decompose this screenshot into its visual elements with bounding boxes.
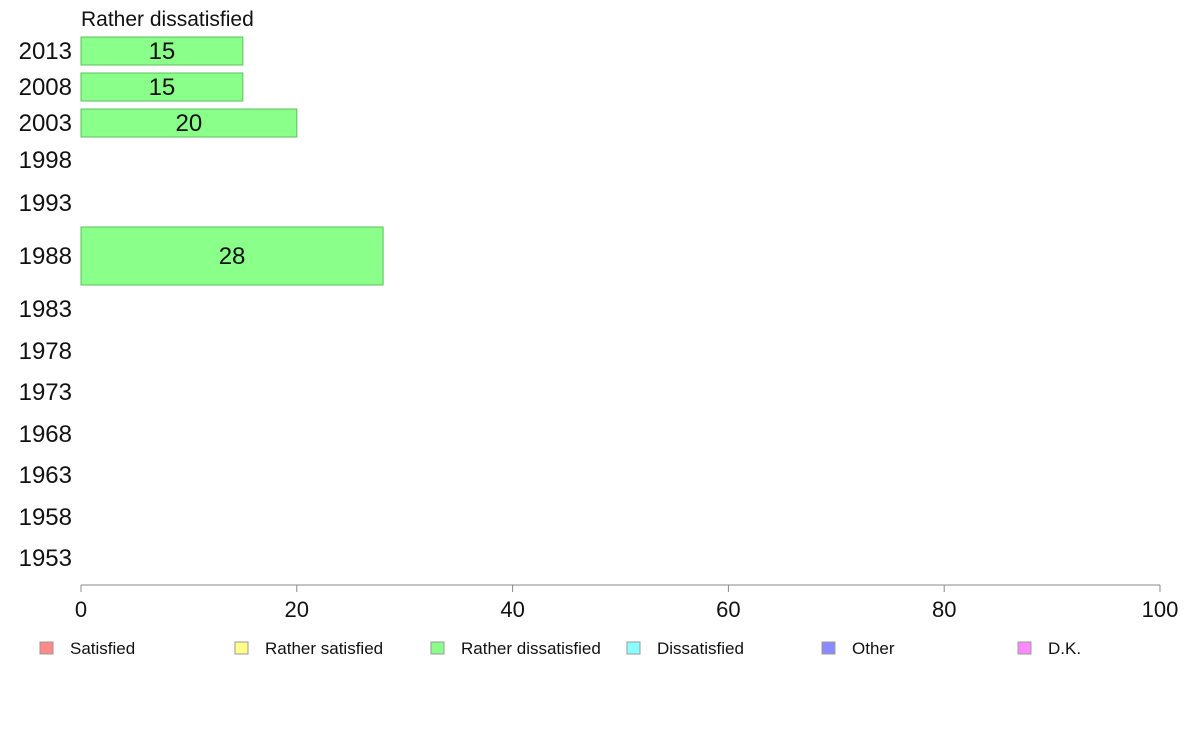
bar (80, 36, 244, 66)
legend-label: Satisfied (70, 639, 135, 658)
bar-value-label: 15 (149, 74, 176, 101)
legend-label: D.K. (1048, 639, 1081, 658)
y-tick-label: 1978 (19, 338, 72, 365)
bar-value-label: 15 (149, 38, 176, 65)
legend-swatch (626, 641, 641, 655)
y-tick-label: 1988 (19, 243, 72, 270)
legend: Satisfied Rather satisfied Rather dissatis… (39, 639, 1081, 658)
x-tick-label: 80 (932, 597, 956, 622)
x-tick-label: 0 (75, 597, 87, 622)
legend-swatch (1017, 641, 1032, 655)
legend-swatch (430, 641, 445, 655)
x-tick-label: 60 (716, 597, 740, 622)
bar-value-label: 28 (219, 243, 246, 270)
legend-label: Rather satisfied (265, 639, 383, 658)
legend-swatch (821, 641, 836, 655)
y-tick-label: 1963 (19, 462, 72, 489)
x-tick-label: 20 (285, 597, 309, 622)
y-tick-label: 1973 (19, 379, 72, 406)
bar-value-label: 20 (176, 110, 203, 137)
y-tick-label: 2008 (19, 74, 72, 101)
y-tick-label: 2013 (19, 38, 72, 65)
y-tick-label: 2003 (19, 110, 72, 137)
x-axis: 0 20 40 60 80 100 (75, 584, 1179, 622)
legend-label: Dissatisfied (657, 639, 744, 658)
legend-label: Other (852, 639, 895, 658)
chart-title: Rather dissatisfied (81, 8, 254, 31)
y-axis-labels: 2013 2008 2003 1998 1993 1988 1983 1978 1973 1968… (19, 38, 72, 572)
x-tick-label: 100 (1142, 597, 1179, 622)
y-tick-label: 1958 (19, 504, 72, 531)
legend-swatch (39, 641, 54, 655)
legend-swatch (234, 641, 249, 655)
bar (80, 108, 298, 138)
y-tick-label: 1983 (19, 296, 72, 323)
bar (80, 226, 384, 286)
legend-label: Rather dissatisfied (461, 639, 601, 658)
x-tick-label: 40 (500, 597, 524, 622)
y-tick-label: 1953 (19, 545, 72, 572)
y-tick-label: 1993 (19, 190, 72, 217)
y-tick-label: 1968 (19, 421, 72, 448)
bar (80, 72, 244, 102)
y-tick-label: 1998 (19, 147, 72, 174)
